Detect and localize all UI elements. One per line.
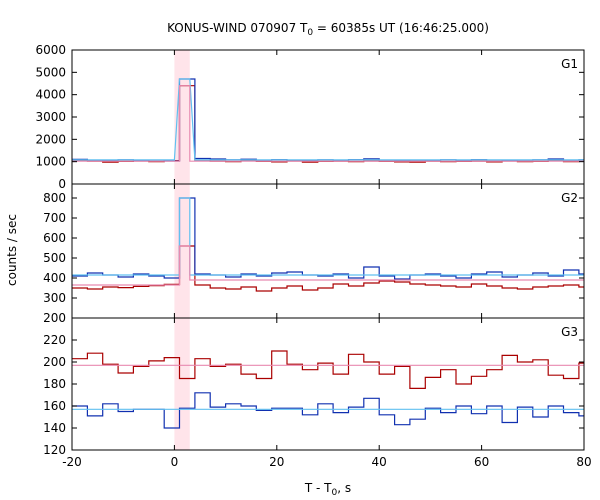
series-cyan-line: [72, 78, 584, 161]
series-group: [72, 350, 584, 429]
panel-label: G2: [561, 191, 578, 205]
series-pink-line: [72, 85, 584, 162]
panel-g3: 120 140 160 180 200 220 -20 0 20 40 60 80 G3: [43, 317, 592, 469]
y-tick-label: 0: [58, 177, 66, 191]
y-tick-label: 800: [43, 191, 66, 205]
y-tick-label: 180: [43, 377, 66, 391]
y-tick-label: 5000: [35, 65, 66, 79]
panel-label: G1: [561, 57, 578, 71]
x-axis-title: T - T0, s: [304, 481, 351, 498]
y-tick-label: 2000: [35, 132, 66, 146]
panel-g1: 0 1000 2000 3000 4000 5000 6000 G1: [35, 43, 585, 191]
x-tick-label: 60: [474, 455, 489, 469]
y-tick-label: 200: [43, 355, 66, 369]
y-axis-title: counts / sec: [5, 214, 19, 286]
panel-g2: 200 300 400 500 600 700 800 G2: [43, 183, 585, 325]
panel-frame: [71, 183, 585, 319]
y-tick-label: 600: [43, 231, 66, 245]
y-tick-label: 220: [43, 333, 66, 347]
y-tick-label: 200: [43, 311, 66, 325]
series-blue-line: [72, 392, 584, 429]
panel-label: G3: [561, 325, 578, 339]
series-blue-line: [72, 197, 584, 280]
highlight-band: [174, 50, 190, 184]
series-group: [72, 197, 584, 292]
series-red-line: [72, 245, 584, 292]
panel-frame: [71, 49, 585, 185]
series-cyan-line: [72, 197, 584, 276]
highlight-band: [174, 184, 190, 318]
series-red-line: [72, 350, 584, 389]
x-tick-label: -20: [62, 455, 82, 469]
x-tick-label: 20: [269, 455, 284, 469]
y-tick-label: 3000: [35, 110, 66, 124]
y-tick-label: 500: [43, 251, 66, 265]
y-tick-label: 300: [43, 291, 66, 305]
y-tick-label: 1000: [35, 155, 66, 169]
series-pink-line: [72, 245, 584, 286]
x-tick-label: 80: [576, 455, 591, 469]
chart-title: KONUS-WIND 070907 T0 = 60385s UT (16:46:…: [167, 21, 489, 38]
y-tick-label: 160: [43, 399, 66, 413]
y-tick-label: 400: [43, 271, 66, 285]
y-tick-label: 4000: [35, 88, 66, 102]
x-tick-label: 0: [171, 455, 179, 469]
y-tick-label: 6000: [35, 43, 66, 57]
highlight-band: [174, 318, 190, 450]
x-tick-label: 40: [372, 455, 387, 469]
y-tick-label: 120: [43, 443, 66, 457]
panels-layer: 0100020003000400050006000G12003004005006…: [35, 43, 591, 469]
panel-frame: [71, 317, 585, 451]
y-tick-label: 140: [43, 421, 66, 435]
series-blue-line: [72, 78, 584, 162]
y-tick-label: 700: [43, 211, 66, 225]
series-group: [72, 78, 584, 163]
series-red-line: [72, 85, 584, 163]
